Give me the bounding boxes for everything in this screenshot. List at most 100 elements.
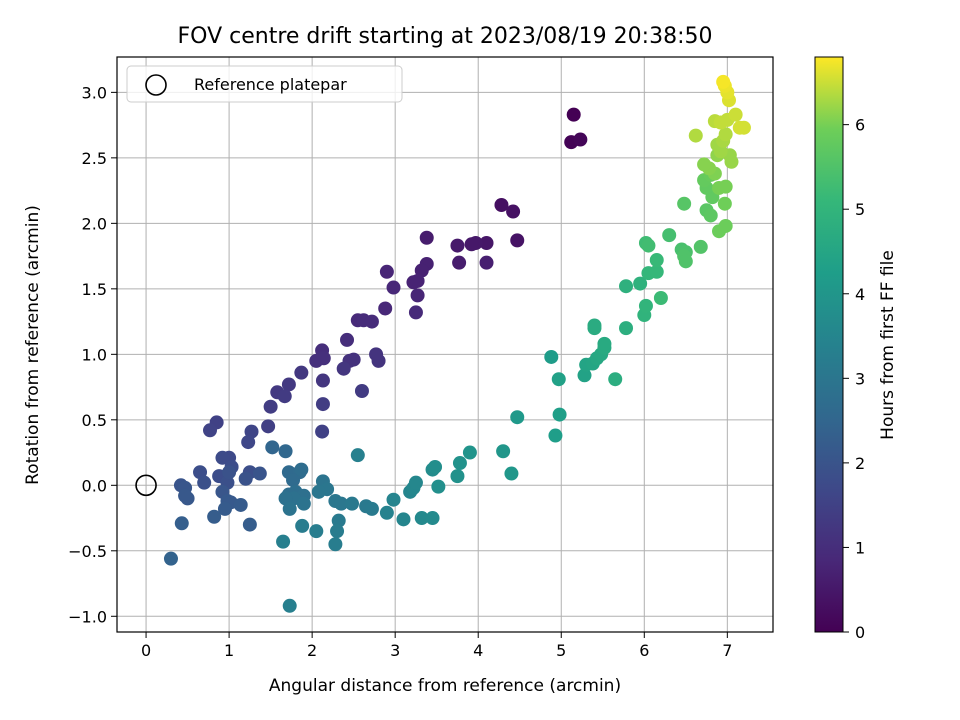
data-point xyxy=(331,513,346,528)
data-point xyxy=(548,428,563,443)
data-point xyxy=(452,255,467,270)
y-tick-label: 2.5 xyxy=(82,149,107,168)
data-point xyxy=(408,305,423,320)
data-point xyxy=(431,479,446,494)
y-tick-label: −0.5 xyxy=(68,542,107,561)
data-point xyxy=(277,389,292,404)
data-point xyxy=(716,74,731,89)
data-point xyxy=(551,372,566,387)
data-point xyxy=(311,484,326,499)
y-tick-label: 0.0 xyxy=(82,476,107,495)
data-point xyxy=(379,505,394,520)
y-tick-label: 0.5 xyxy=(82,411,107,430)
reference-point xyxy=(135,474,157,497)
data-point xyxy=(222,465,237,480)
x-tick-label: 1 xyxy=(224,641,234,660)
data-point xyxy=(263,399,278,414)
data-point xyxy=(504,466,519,481)
data-point xyxy=(703,208,718,223)
data-point xyxy=(315,373,330,388)
legend: Reference platepar xyxy=(126,65,403,103)
colorbar-frame xyxy=(814,56,844,633)
x-tick-label: 4 xyxy=(473,641,483,660)
data-point xyxy=(408,475,423,490)
data-point xyxy=(544,349,559,364)
data-point xyxy=(649,264,664,279)
x-axis-ticks: 0 1 2 3 4 5 6 7 xyxy=(141,632,732,660)
data-point xyxy=(428,459,443,474)
data-point xyxy=(462,445,477,460)
legend-marker xyxy=(145,74,167,96)
data-point xyxy=(354,383,369,398)
data-point xyxy=(294,365,309,380)
data-point xyxy=(414,511,429,526)
data-point xyxy=(265,440,280,455)
y-tick-label: 2.0 xyxy=(82,214,107,233)
data-point xyxy=(736,120,751,135)
data-point xyxy=(276,534,291,549)
data-point xyxy=(193,465,208,480)
data-point xyxy=(180,491,195,506)
colorbar-tick-label: 6 xyxy=(855,116,865,135)
y-axis-ticks: −1.0 −0.5 0.0 0.5 1.0 1.5 2.0 2.5 3.0 xyxy=(68,83,117,626)
data-point xyxy=(450,238,465,253)
x-tick-label: 6 xyxy=(639,641,649,660)
data-point xyxy=(573,132,588,147)
y-tick-label: −1.0 xyxy=(68,607,107,626)
data-point xyxy=(217,501,232,516)
data-point xyxy=(662,228,677,243)
x-axis-label: Angular distance from reference (arcmin) xyxy=(269,676,621,696)
data-point xyxy=(653,291,668,306)
colorbar-tick-label: 5 xyxy=(855,200,865,219)
colorbar-tick-label: 1 xyxy=(855,538,865,557)
data-point xyxy=(197,475,212,490)
data-point xyxy=(309,353,324,368)
data-point xyxy=(282,598,297,613)
data-point xyxy=(494,198,509,213)
data-point xyxy=(282,501,297,516)
data-point xyxy=(286,473,301,488)
data-point xyxy=(334,496,349,511)
data-point xyxy=(238,471,253,486)
data-point xyxy=(242,517,257,532)
data-point xyxy=(386,280,401,295)
legend-box xyxy=(126,65,403,103)
data-point xyxy=(619,321,634,336)
data-point xyxy=(350,448,365,463)
data-point xyxy=(479,255,494,270)
colorbar-label: Hours from first FF file xyxy=(878,250,898,440)
data-point xyxy=(396,512,411,527)
x-tick-label: 7 xyxy=(722,641,732,660)
data-point xyxy=(718,127,733,142)
chart-title: FOV centre drift starting at 2023/08/19 … xyxy=(178,24,713,49)
data-point xyxy=(328,537,343,552)
data-point xyxy=(693,239,708,254)
data-point xyxy=(717,196,732,211)
data-point xyxy=(278,491,293,506)
data-point xyxy=(510,410,525,425)
x-tick-label: 2 xyxy=(307,641,317,660)
data-point xyxy=(410,288,425,303)
data-point xyxy=(364,314,379,329)
data-point xyxy=(281,377,296,392)
data-point xyxy=(552,407,567,422)
data-point xyxy=(163,551,178,566)
data-point xyxy=(510,233,525,248)
data-point xyxy=(215,450,230,465)
data-points xyxy=(163,74,751,613)
data-point xyxy=(718,218,733,233)
data-point xyxy=(330,524,345,539)
data-point xyxy=(203,423,218,438)
data-point xyxy=(371,353,386,368)
data-point xyxy=(678,254,693,269)
y-tick-label: 1.5 xyxy=(82,280,107,299)
data-point xyxy=(309,524,324,539)
data-point xyxy=(728,107,743,122)
data-point xyxy=(278,444,293,459)
data-point xyxy=(241,435,256,450)
data-point xyxy=(506,204,521,219)
colorbar-tick-label: 4 xyxy=(855,285,865,304)
data-point xyxy=(378,301,393,316)
data-point xyxy=(419,230,434,245)
